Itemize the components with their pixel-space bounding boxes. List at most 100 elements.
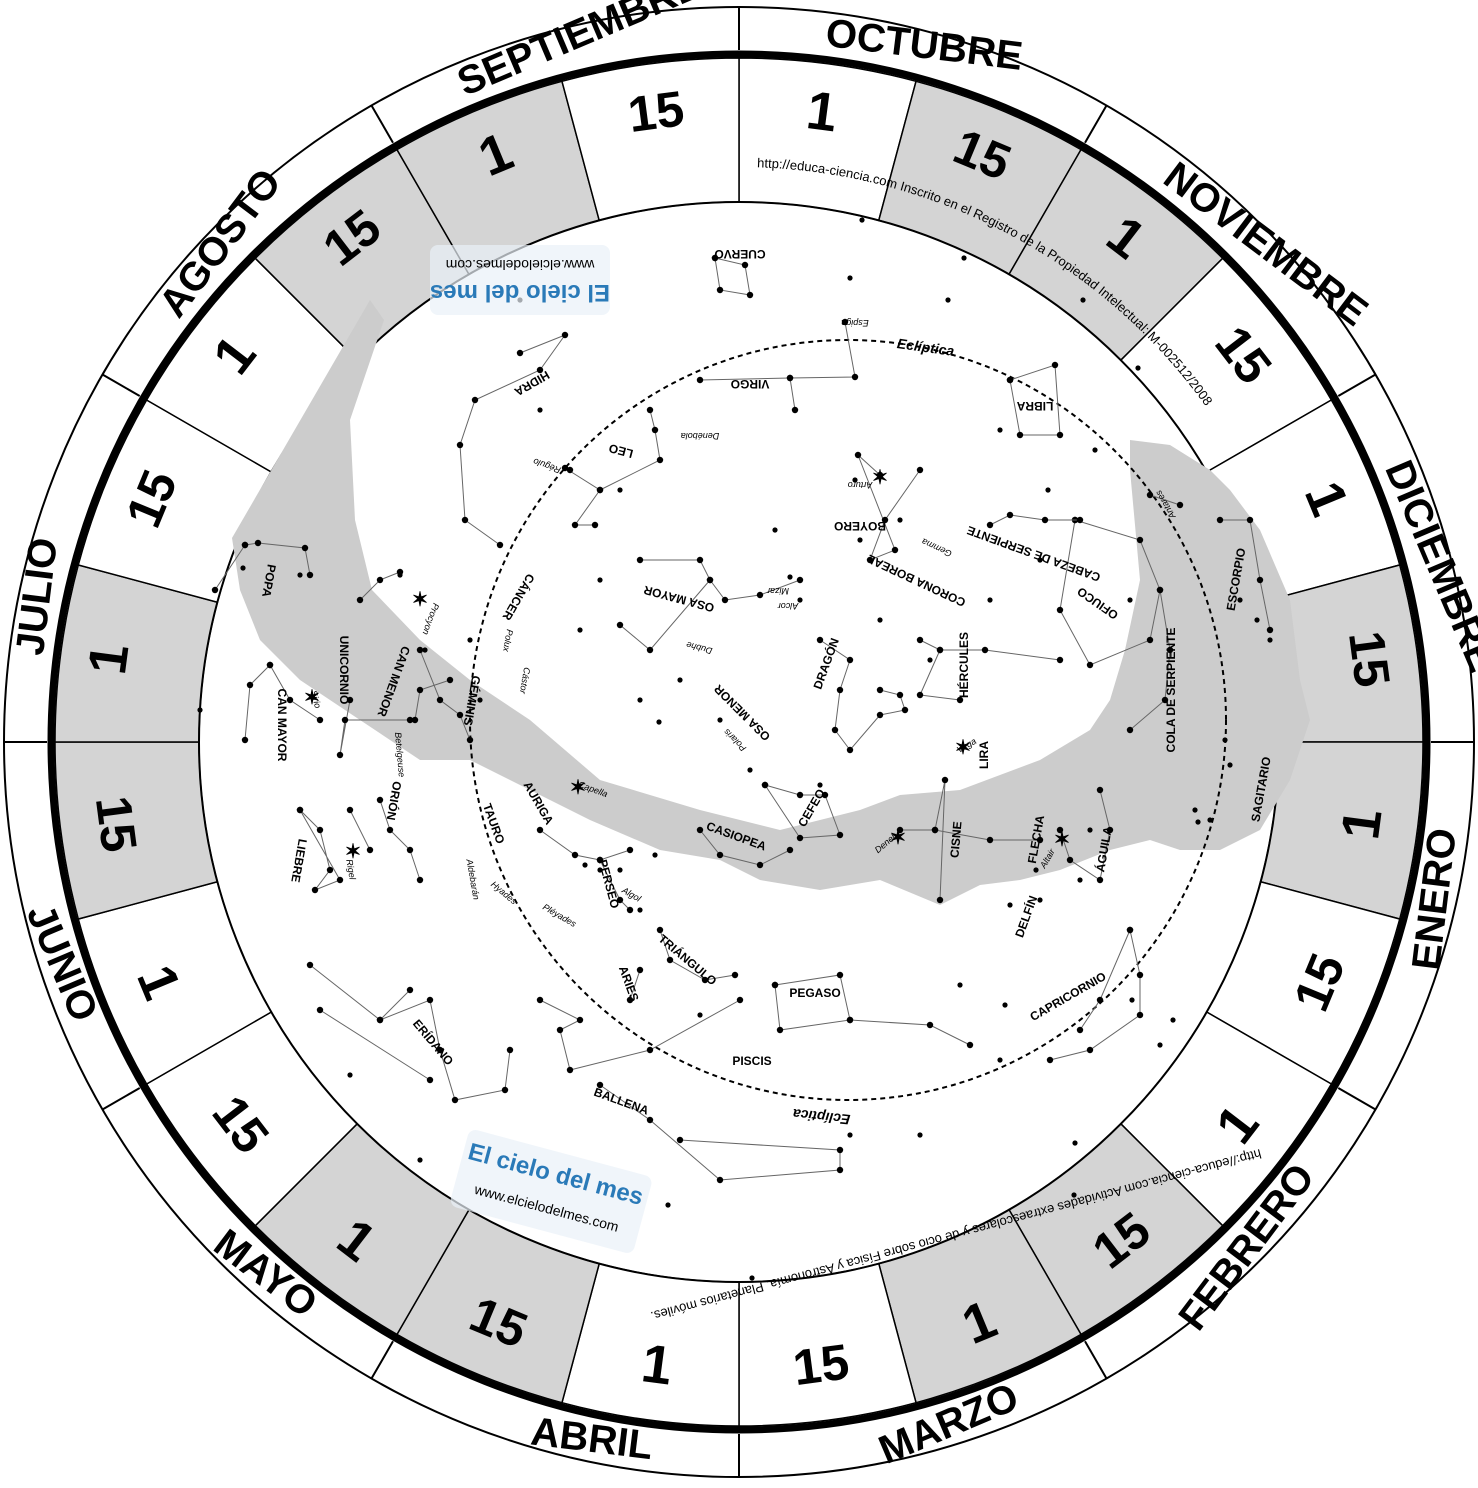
star-dot [831,726,839,734]
logo-url: www.elcielodelmes.com [446,257,596,273]
star-dot [771,981,779,989]
star-dot [406,846,414,854]
constellation-label-cola-serpiente: COLA DE SERPIENTE [1164,628,1178,753]
star-dot [1071,1192,1077,1198]
star-dot [876,471,884,479]
star-dot [1222,737,1228,743]
star-dot [566,466,574,474]
star-dot [347,1072,353,1078]
star-dot [697,1012,703,1018]
star-dot [987,597,993,603]
star-label-castor: Cástor [518,667,533,696]
star-dot [797,597,803,603]
constellation-label-unicornio: UNICORNIO [337,636,351,705]
star-dot [1266,626,1274,634]
logo-bg [430,245,610,315]
constellation-label-can-mayor: CAN MAYOR [275,689,289,762]
star-dot [836,686,844,694]
star-dot [816,636,824,644]
star-dot [876,711,884,719]
star-dot [411,716,419,724]
star-dot [571,521,579,529]
star-dot [1056,656,1064,664]
star-dot [1126,726,1134,734]
star-dot [736,996,744,1004]
constellation-line [599,1084,841,1181]
constellation-line [379,799,421,881]
star-dot [426,996,434,1004]
star-dot [1096,996,1104,1004]
bright-star-icon: ✶ [1054,829,1071,851]
star-dot [311,886,319,894]
star-dot [536,826,544,834]
star-dot [467,637,473,643]
star-dot [731,971,739,979]
star-dot [571,851,579,859]
star-dot [756,591,764,599]
day-mark-label: 15 [1338,628,1401,690]
star-dot [716,1176,724,1184]
star-dot [1036,836,1044,844]
star-dot [596,856,604,864]
star-dot [296,806,304,814]
star-dot [1041,516,1049,524]
star-dot [417,1157,423,1163]
star-dot [626,846,634,854]
star-dot [866,556,874,564]
star-dot [901,706,909,714]
star-dot [916,636,924,644]
star-dot [852,477,858,483]
month-divider [1084,1340,1108,1380]
star-dot [1066,856,1074,864]
star-dot [896,826,904,834]
star-dot [1086,1046,1094,1054]
star-dot [477,697,483,703]
constellation-line [629,969,641,1001]
star-dot [1254,617,1260,623]
star-dot [1006,376,1014,384]
star-dot [841,318,849,326]
star-dot [656,456,664,464]
star-dot [636,556,644,564]
constellation-line [1149,494,1181,506]
star-dot [1157,1042,1163,1048]
star-dot [536,366,544,374]
bright-star-icon: ✶ [412,589,429,611]
star-dot [1207,817,1213,823]
star-label-betelgeuse: Betelgeuse [393,732,407,778]
star-dot [701,976,709,984]
star-dot [787,574,793,580]
constellation-label-pegaso: PEGASO [789,986,840,1000]
star-dot [436,696,444,704]
star-dot [997,1057,1003,1063]
star-dot [1087,827,1093,833]
star-dot [211,586,219,594]
month-divider [1337,373,1377,397]
star-dot [597,577,603,583]
star-dot [1033,867,1039,873]
star-dot [966,1041,974,1049]
star-dot [616,621,624,629]
star-dot [306,961,314,969]
star-dot [1002,1002,1008,1008]
star-dot [1135,365,1141,371]
star-dot [916,691,924,699]
star-dot [1267,637,1273,643]
star-dot [897,517,903,523]
star-dot [566,1066,574,1074]
day-mark-label: 15 [625,80,687,143]
star-dot [617,487,623,493]
star-dot [577,627,583,633]
constellation-label-lira: LIRA [977,741,991,769]
star-dot [846,656,854,664]
star-dot [1216,516,1224,524]
star-dot [956,696,964,704]
star-dot [761,781,769,789]
constellation-line [764,784,841,839]
star-dot [957,982,963,988]
star-dot [1045,487,1051,493]
star-dot [336,876,344,884]
star-dot [506,1046,514,1054]
star-dot [416,686,424,694]
star-dot [254,539,262,547]
